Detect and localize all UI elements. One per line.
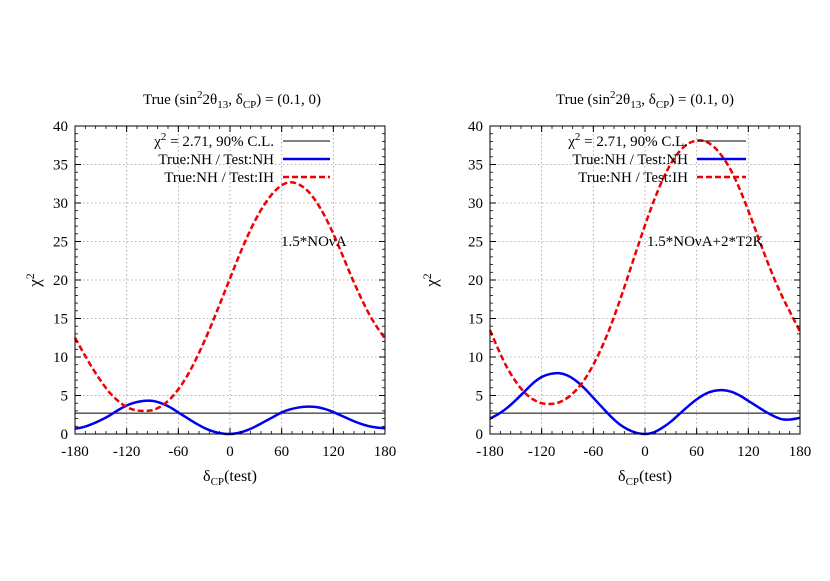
- x-tick-label: 0: [641, 444, 649, 460]
- x-tick-label: -180: [61, 444, 89, 460]
- chart-left: True (sin22θ13, δCP) = (0.1, 0) -180 -120…: [23, 89, 396, 488]
- legend-label-threshold: χ2 = 2.71, 90% C.L.: [153, 131, 274, 150]
- y-tick-label: 5: [61, 389, 69, 405]
- y-tick-label: 20: [53, 273, 68, 289]
- legend-label-nh: True:NH / Test:NH: [158, 152, 274, 168]
- x-axis-label: δCP(test): [203, 468, 257, 488]
- x-axis-label: δCP(test): [618, 468, 672, 488]
- chart-right: True (sin22θ13, δCP) = (0.1, 0) -180 -120…: [420, 89, 811, 488]
- x-tick-label: -60: [583, 444, 603, 460]
- x-tick-label: 180: [374, 444, 397, 460]
- y-tick-label: 30: [468, 196, 483, 212]
- series-line-ih: [488, 139, 802, 406]
- chart-title: True (sin22θ13, δCP) = (0.1, 0): [556, 89, 734, 111]
- y-tick-label: 35: [53, 158, 68, 174]
- y-tick-label: 0: [476, 427, 484, 443]
- y-tick-label: 10: [53, 350, 68, 366]
- y-tick-label: 25: [468, 235, 483, 251]
- x-tick-label: 60: [274, 444, 289, 460]
- y-tick-label: 25: [53, 235, 68, 251]
- y-tick-label: 20: [468, 273, 483, 289]
- ticks: -180 -120 -60 0 60 120 180 0 5 10 15 20 25 30 35 40: [468, 119, 811, 460]
- chart-title: True (sin22θ13, δCP) = (0.1, 0): [143, 89, 321, 111]
- x-tick-label: -180: [476, 444, 504, 460]
- plot-lines: [73, 180, 387, 436]
- legend-label-nh: True:NH / Test:NH: [572, 152, 688, 168]
- y-tick-label: 15: [53, 312, 68, 328]
- x-tick-label: 180: [789, 444, 812, 460]
- x-tick-label: 60: [689, 444, 704, 460]
- legend-label-ih: True:NH / Test:IH: [164, 170, 274, 186]
- x-tick-label: -120: [528, 444, 556, 460]
- grid: [490, 126, 800, 434]
- legend-label-threshold: χ2 = 2.71, 90% C.L.: [567, 131, 688, 150]
- chart-annotation: 1.5*NOνA: [281, 234, 347, 250]
- y-tick-label: 40: [53, 119, 68, 135]
- y-axis-label: χ2: [420, 273, 441, 288]
- series-line-ih: [73, 180, 387, 413]
- x-tick-label: -60: [168, 444, 188, 460]
- legend: χ2 = 2.71, 90% C.L. True:NH / Test:NH Tr…: [567, 131, 746, 186]
- x-tick-label: -120: [113, 444, 141, 460]
- x-tick-label: 120: [322, 444, 345, 460]
- y-tick-label: 35: [468, 158, 483, 174]
- y-tick-label: 30: [53, 196, 68, 212]
- grid: [75, 126, 385, 434]
- x-tick-label: 0: [226, 444, 234, 460]
- y-axis-label: χ2: [23, 273, 44, 288]
- y-tick-label: 0: [61, 427, 69, 443]
- x-tick-label: 120: [737, 444, 760, 460]
- legend: χ2 = 2.71, 90% C.L. True:NH / Test:NH Tr…: [153, 131, 330, 186]
- ticks: -180 -120 -60 0 60 120 180 0 5 10 15 20 25 30 35 40: [53, 119, 396, 460]
- legend-label-ih: True:NH / Test:IH: [578, 170, 688, 186]
- y-tick-label: 5: [476, 389, 484, 405]
- y-tick-label: 40: [468, 119, 483, 135]
- y-tick-label: 15: [468, 312, 483, 328]
- y-tick-label: 10: [468, 350, 483, 366]
- chart-annotation: 1.5*NOνA+2*T2K: [647, 234, 764, 250]
